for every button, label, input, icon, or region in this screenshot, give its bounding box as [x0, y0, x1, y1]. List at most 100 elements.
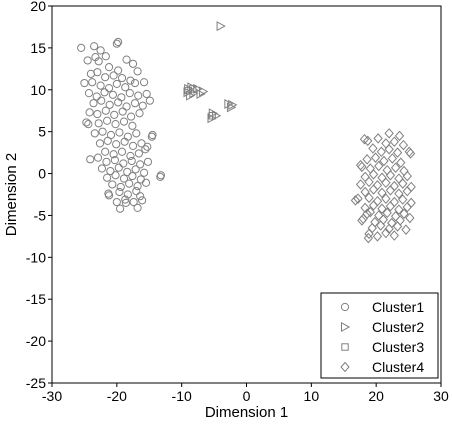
point-cluster1 [112, 39, 121, 48]
point-cluster4 [384, 128, 394, 139]
point-cluster4 [379, 155, 389, 167]
y-tick-label: 15 [30, 40, 46, 56]
point-cluster1 [112, 197, 121, 207]
point-cluster4 [385, 185, 396, 196]
point-cluster1 [133, 203, 142, 213]
point-cluster1 [110, 110, 119, 120]
point-cluster1 [130, 78, 140, 88]
y-tick-label: -5 [34, 207, 47, 223]
point-cluster1 [123, 167, 132, 176]
legend-marker-cluster1 [340, 302, 350, 312]
point-cluster2 [226, 102, 237, 113]
point-cluster1 [115, 128, 124, 137]
point-cluster1 [147, 132, 156, 141]
point-cluster1 [105, 100, 114, 109]
point-cluster1 [126, 112, 136, 121]
point-cluster1 [130, 99, 140, 108]
point-cluster1 [132, 129, 141, 138]
point-cluster4 [387, 153, 398, 164]
x-axis-title: Dimension 1 [205, 404, 288, 421]
point-cluster4 [389, 230, 399, 241]
point-cluster3 [188, 85, 197, 93]
y-tick-label: 5 [38, 124, 46, 140]
point-cluster4 [398, 139, 409, 151]
legend-box [320, 292, 439, 379]
point-cluster1 [138, 101, 147, 110]
point-cluster4 [364, 176, 374, 188]
point-cluster3 [208, 112, 216, 120]
point-cluster1 [104, 191, 114, 200]
point-cluster4 [360, 202, 370, 214]
point-cluster1 [125, 89, 134, 98]
point-cluster4 [394, 188, 404, 199]
point-cluster4 [394, 204, 404, 215]
legend-label-cluster1: Cluster1 [372, 299, 424, 315]
point-cluster1 [109, 71, 118, 80]
point-cluster4 [350, 195, 361, 206]
point-cluster4 [364, 228, 374, 240]
point-cluster1 [121, 198, 131, 207]
point-cluster1 [143, 157, 153, 166]
point-cluster4 [402, 170, 412, 182]
legend-marker-cluster4 [340, 361, 350, 373]
point-cluster4 [382, 207, 392, 219]
point-cluster4 [405, 148, 416, 159]
point-cluster1 [141, 178, 151, 187]
point-cluster4 [381, 177, 391, 189]
point-cluster1 [120, 137, 129, 146]
point-cluster1 [110, 156, 119, 165]
series-cluster4 [350, 128, 416, 244]
y-tick-label: -10 [26, 249, 46, 265]
point-cluster1 [90, 129, 99, 138]
point-cluster1 [139, 78, 149, 87]
y-axis-title: Dimension 2 [3, 153, 20, 236]
y-tick-label: -20 [26, 333, 46, 349]
legend-label-cluster4: Cluster4 [372, 359, 424, 375]
point-cluster1 [93, 68, 102, 77]
point-cluster1 [136, 192, 145, 201]
point-cluster1 [93, 109, 102, 119]
data-points [77, 21, 416, 244]
point-cluster4 [368, 184, 379, 195]
legend-label-cluster2: Cluster2 [372, 319, 424, 335]
point-cluster4 [402, 185, 412, 197]
point-cluster1 [121, 83, 130, 92]
point-cluster4 [392, 221, 403, 232]
point-cluster4 [360, 186, 370, 198]
point-cluster4 [370, 152, 381, 163]
axis-ticks: -30 -20 -10 0 10 20 30 -25 -20 -15 -10 -5 0 5 10 15 20 [26, 0, 449, 404]
point-cluster1 [96, 46, 105, 55]
point-cluster4 [373, 133, 383, 144]
point-cluster4 [399, 208, 409, 220]
legend-marker-cluster2 [341, 321, 351, 333]
point-cluster1 [84, 89, 94, 98]
series-cluster3 [184, 85, 216, 120]
point-cluster4 [363, 135, 373, 147]
point-cluster1 [136, 160, 145, 169]
point-cluster4 [401, 224, 411, 235]
point-cluster4 [362, 154, 372, 165]
point-cluster1 [101, 106, 110, 115]
point-cluster1 [82, 118, 91, 127]
series-cluster1 [77, 37, 166, 213]
point-cluster1 [121, 195, 130, 204]
point-cluster1 [80, 78, 89, 88]
point-cluster1 [85, 108, 94, 117]
point-cluster4 [405, 212, 415, 224]
point-cluster4 [353, 193, 363, 204]
point-cluster1 [129, 197, 138, 207]
point-cluster1 [132, 187, 141, 196]
x-tick-label: -30 [42, 388, 62, 404]
point-cluster4 [372, 231, 383, 242]
point-cluster1 [116, 182, 125, 192]
point-cluster2 [216, 21, 226, 32]
point-cluster1 [119, 117, 129, 126]
point-cluster1 [123, 190, 132, 199]
point-cluster1 [103, 136, 112, 145]
point-cluster4 [385, 200, 396, 212]
point-cluster1 [122, 55, 131, 64]
point-cluster1 [101, 147, 110, 156]
point-cluster1 [88, 78, 97, 87]
point-cluster1 [109, 150, 118, 159]
